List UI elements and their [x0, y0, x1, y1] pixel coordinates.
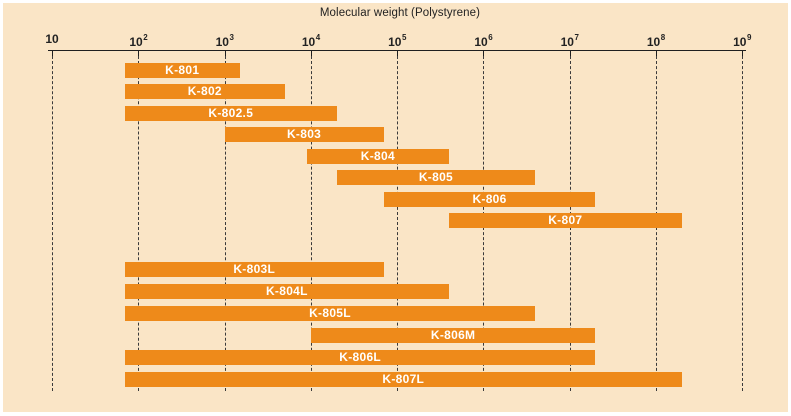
chart-panel [3, 3, 788, 412]
x-axis-line [48, 50, 746, 51]
chart-title: Molecular weight (Polystyrene) [319, 7, 481, 19]
